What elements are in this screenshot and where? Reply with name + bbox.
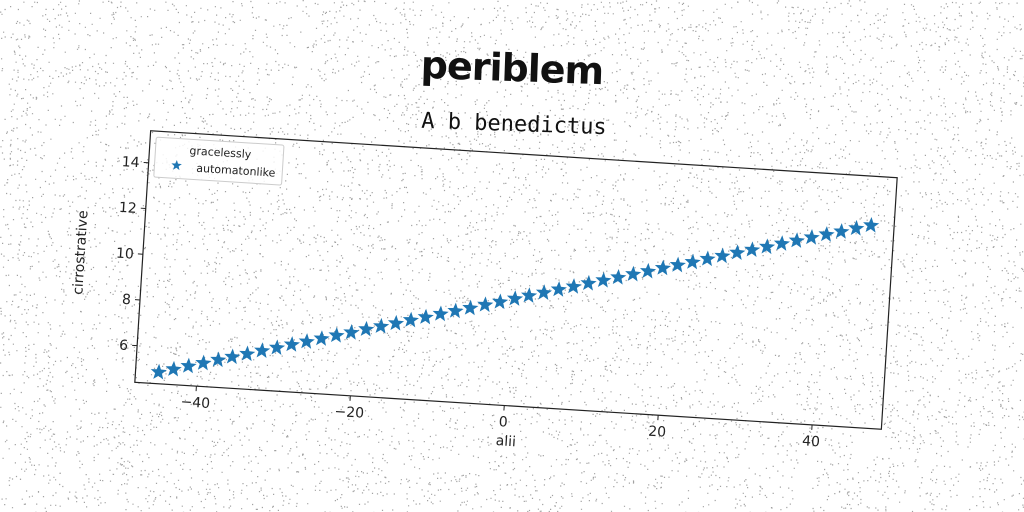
x-axis-label: alii <box>495 433 516 450</box>
x-tick-label: 0 <box>498 414 508 431</box>
y-tick-label: 14 <box>121 154 140 171</box>
x-tick-label: 20 <box>648 424 667 441</box>
x-tick-label: 40 <box>802 433 821 450</box>
data-point-star <box>387 314 405 331</box>
data-point-star <box>729 244 746 261</box>
data-point-star <box>654 259 672 276</box>
data-point-star <box>210 351 227 368</box>
data-point-star <box>180 357 197 374</box>
legend: gracelessly automatonlike <box>153 136 285 186</box>
data-point-star <box>328 327 345 343</box>
data-point-star <box>714 247 731 264</box>
data-point-star <box>358 320 375 337</box>
legend-label-automatonlike: automatonlike <box>196 162 276 180</box>
data-point-star <box>788 232 805 248</box>
data-point-star <box>313 330 330 346</box>
legend-box <box>153 136 285 186</box>
data-point-star <box>639 262 657 279</box>
data-point-star <box>833 223 850 239</box>
data-point-star <box>610 268 627 285</box>
data-point-star <box>402 311 419 328</box>
data-point-star <box>343 324 360 340</box>
data-point-star <box>165 360 182 377</box>
data-point-star <box>283 336 300 352</box>
data-point-star <box>699 250 716 267</box>
data-point-star <box>669 256 686 273</box>
y-axis-label: cirrostrative <box>70 210 91 295</box>
data-point-star <box>254 342 271 358</box>
data-point-star <box>417 308 434 325</box>
data-point-star <box>298 333 315 349</box>
y-tick-label: 6 <box>119 338 129 355</box>
data-point-star <box>239 345 256 362</box>
y-tick-label: 12 <box>118 200 137 217</box>
data-point-star <box>477 296 494 313</box>
axes-frame <box>134 130 898 430</box>
data-point-star <box>195 354 212 371</box>
data-point-star <box>550 281 567 297</box>
data-point-star <box>848 219 865 236</box>
x-tick-label: −20 <box>334 404 364 422</box>
legend-label-gracelessly: gracelessly <box>189 144 252 161</box>
data-point-star <box>373 317 390 334</box>
data-point-star <box>803 229 820 245</box>
data-point-star <box>506 290 524 306</box>
data-point-star <box>818 226 835 242</box>
data-point-star <box>462 299 479 316</box>
data-point-star <box>565 278 582 294</box>
data-point-star <box>492 293 509 310</box>
data-point-star <box>758 238 776 255</box>
data-point-star <box>773 235 790 251</box>
data-point-star <box>580 274 597 291</box>
y-tick-label: 8 <box>122 292 132 309</box>
data-point-star <box>432 305 449 322</box>
data-point-star <box>268 339 286 355</box>
chart-subtitle: A b benedictus <box>421 109 607 140</box>
data-point-star <box>224 348 241 365</box>
data-point-star <box>447 302 464 319</box>
data-point-star <box>863 216 880 233</box>
data-point-star <box>150 363 167 380</box>
data-point-star <box>625 265 642 282</box>
data-point-star <box>744 241 761 258</box>
data-point-star <box>535 284 553 300</box>
data-point-star <box>684 253 701 270</box>
x-tick-label: −40 <box>180 394 210 412</box>
legend-star-marker <box>171 159 182 171</box>
data-point-star <box>521 287 538 303</box>
y-tick-label: 10 <box>116 246 135 263</box>
data-point-star <box>595 271 612 288</box>
